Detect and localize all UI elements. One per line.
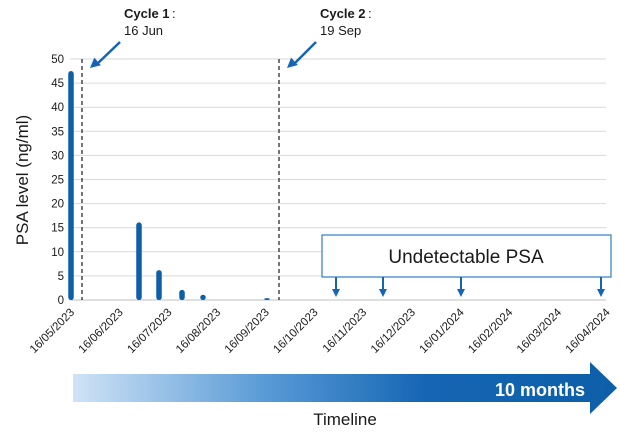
axes: 0 5 10 15 20 25 30 35 40 45 50 16/05/2023 16/06/2023… <box>28 54 613 356</box>
y-tick-label: 40 <box>51 102 64 114</box>
cycle-date: 16 Jun <box>124 23 163 38</box>
x-tick-label: 16/10/2023 <box>271 307 320 356</box>
psa-bars <box>68 71 270 300</box>
y-tick-label: 10 <box>51 247 64 259</box>
y-tick-label: 20 <box>51 199 64 211</box>
y-tick-label: 35 <box>51 126 64 138</box>
cycle-arrow-line <box>95 41 121 66</box>
y-axis-label: PSA level (ng/ml) <box>13 115 32 245</box>
y-tick-label: 5 <box>58 271 64 283</box>
x-tick-label: 16/12/2023 <box>369 307 418 356</box>
x-tick-label: 16/07/2023 <box>125 307 174 356</box>
timeline-arrow <box>73 362 617 414</box>
down-arrow-icon <box>457 289 465 297</box>
psa-bar <box>136 222 142 300</box>
undetectable-label: Undetectable PSA <box>388 247 544 268</box>
cycle-arrow-line <box>292 41 317 66</box>
timeline-duration-label: 10 months <box>495 380 585 400</box>
cycle-date: 19 Sep <box>320 23 361 38</box>
psa-bar <box>68 71 74 300</box>
x-tick-label: 16/03/2024 <box>515 306 565 356</box>
x-tick-label: 16/05/2023 <box>28 307 77 356</box>
x-tick-label: 16/11/2023 <box>321 307 370 356</box>
x-tick-label: 16/04/2024 <box>564 306 614 356</box>
down-arrow-icon <box>379 289 387 297</box>
psa-bar <box>264 298 270 300</box>
x-tick-label: 16/08/2023 <box>174 307 223 356</box>
x-axis-label: Timeline <box>313 410 377 429</box>
down-arrow-icon <box>597 289 605 297</box>
y-tick-label: 0 <box>58 295 64 307</box>
psa-bar <box>156 270 162 300</box>
cycle-arrow-head-icon <box>287 57 298 68</box>
psa-bar <box>200 294 206 300</box>
cycle-label: Cycle 2 <box>320 6 366 21</box>
cycle-label-colon: : <box>368 6 372 21</box>
y-tick-label: 15 <box>51 223 64 235</box>
psa-bar <box>179 289 185 300</box>
x-tick-label: 16/01/2024 <box>418 306 468 356</box>
y-tick-label: 30 <box>51 150 64 162</box>
down-arrow-icon <box>332 289 340 297</box>
y-tick-label: 25 <box>51 175 64 187</box>
timeline-arrow-group: 10 months <box>73 362 617 414</box>
gridlines <box>70 58 606 277</box>
cycle-label: Cycle 1 <box>124 6 170 21</box>
y-tick-label: 45 <box>51 78 64 90</box>
y-tick-label: 50 <box>51 54 64 66</box>
x-tick-label: 16/06/2023 <box>77 307 126 356</box>
undetectable-box <box>321 234 612 278</box>
x-tick-label: 16/09/2023 <box>223 307 272 356</box>
cycle-arrow-head-icon <box>90 57 101 68</box>
cycle-label-colon: : <box>172 6 176 21</box>
undetectable-annotation: Undetectable PSA <box>321 234 612 297</box>
x-tick-label: 16/02/2024 <box>466 306 516 356</box>
